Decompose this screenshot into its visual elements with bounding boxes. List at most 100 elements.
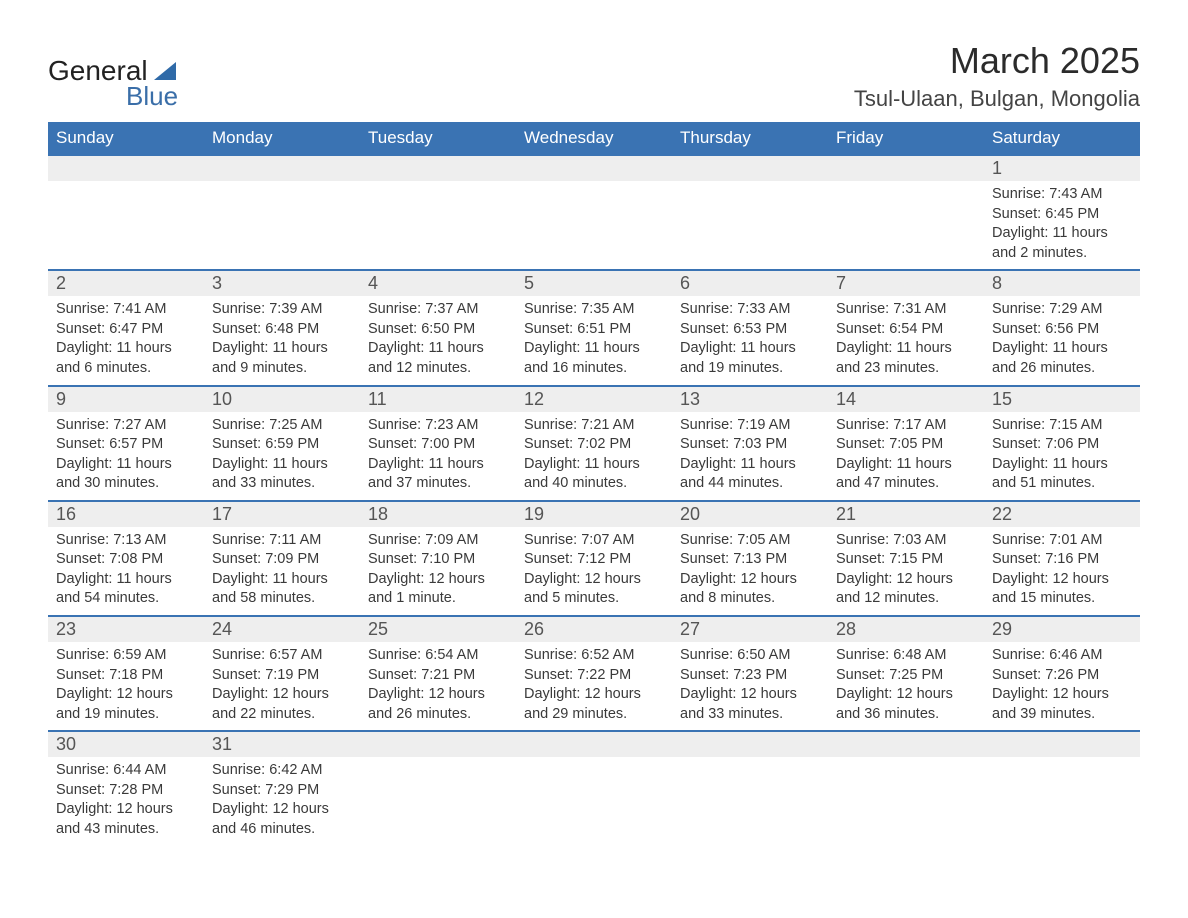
day-data: Sunrise: 7:15 AMSunset: 7:06 PMDaylight:… — [984, 412, 1140, 500]
day-number: 18 — [360, 502, 516, 527]
day-number: 12 — [516, 387, 672, 412]
calendar-day-number-cell — [48, 155, 204, 181]
day-number: 10 — [204, 387, 360, 412]
calendar-day-number-cell: 30 — [48, 731, 204, 757]
day-sunrise: Sunrise: 7:23 AM — [368, 416, 508, 436]
day-number: 19 — [516, 502, 672, 527]
day-data: Sunrise: 7:25 AMSunset: 6:59 PMDaylight:… — [204, 412, 360, 500]
day-daylight: Daylight: 11 hours and 6 minutes. — [56, 339, 196, 378]
calendar-day-data-cell: Sunrise: 7:09 AMSunset: 7:10 PMDaylight:… — [360, 527, 516, 616]
calendar-day-number-cell: 31 — [204, 731, 360, 757]
calendar-day-number-cell — [516, 731, 672, 757]
day-sunset: Sunset: 7:23 PM — [680, 666, 820, 686]
calendar-day-number-cell: 29 — [984, 616, 1140, 642]
day-daylight: Daylight: 11 hours and 16 minutes. — [524, 339, 664, 378]
day-data: Sunrise: 6:50 AMSunset: 7:23 PMDaylight:… — [672, 642, 828, 730]
calendar-day-data-cell: Sunrise: 6:46 AMSunset: 7:26 PMDaylight:… — [984, 642, 1140, 731]
day-sunset: Sunset: 7:12 PM — [524, 550, 664, 570]
day-data: Sunrise: 7:33 AMSunset: 6:53 PMDaylight:… — [672, 296, 828, 384]
day-daylight: Daylight: 11 hours and 54 minutes. — [56, 570, 196, 609]
calendar-day-number-cell — [516, 155, 672, 181]
calendar-day-data-cell — [360, 757, 516, 845]
day-data: Sunrise: 6:59 AMSunset: 7:18 PMDaylight:… — [48, 642, 204, 730]
calendar-day-data-cell — [828, 757, 984, 845]
calendar-day-data-cell: Sunrise: 7:39 AMSunset: 6:48 PMDaylight:… — [204, 296, 360, 385]
day-daylight: Daylight: 11 hours and 51 minutes. — [992, 455, 1132, 494]
day-daylight: Daylight: 12 hours and 43 minutes. — [56, 800, 196, 839]
calendar-day-data-cell: Sunrise: 7:05 AMSunset: 7:13 PMDaylight:… — [672, 527, 828, 616]
day-number: 31 — [204, 732, 360, 757]
calendar-day-number-cell: 12 — [516, 386, 672, 412]
day-daylight: Daylight: 12 hours and 12 minutes. — [836, 570, 976, 609]
day-sunset: Sunset: 6:45 PM — [992, 205, 1132, 225]
day-data: Sunrise: 6:57 AMSunset: 7:19 PMDaylight:… — [204, 642, 360, 730]
day-daylight: Daylight: 12 hours and 15 minutes. — [992, 570, 1132, 609]
calendar-day-number-cell — [984, 731, 1140, 757]
logo-word-2: Blue — [126, 81, 178, 112]
day-number: 2 — [48, 271, 204, 296]
day-sunset: Sunset: 6:56 PM — [992, 320, 1132, 340]
calendar-day-number-cell: 8 — [984, 270, 1140, 296]
day-sunset: Sunset: 7:19 PM — [212, 666, 352, 686]
day-data: Sunrise: 6:54 AMSunset: 7:21 PMDaylight:… — [360, 642, 516, 730]
calendar-day-number-cell: 5 — [516, 270, 672, 296]
day-sunrise: Sunrise: 7:15 AM — [992, 416, 1132, 436]
calendar-day-data-cell — [672, 757, 828, 845]
day-data: Sunrise: 7:35 AMSunset: 6:51 PMDaylight:… — [516, 296, 672, 384]
day-sunrise: Sunrise: 7:39 AM — [212, 300, 352, 320]
day-sunrise: Sunrise: 6:54 AM — [368, 646, 508, 666]
calendar-day-number-cell: 9 — [48, 386, 204, 412]
calendar-day-data-cell: Sunrise: 6:44 AMSunset: 7:28 PMDaylight:… — [48, 757, 204, 845]
page-subtitle: Tsul-Ulaan, Bulgan, Mongolia — [854, 86, 1140, 112]
calendar-day-data-cell — [516, 757, 672, 845]
calendar-day-data-cell: Sunrise: 7:35 AMSunset: 6:51 PMDaylight:… — [516, 296, 672, 385]
calendar-day-number-cell: 22 — [984, 501, 1140, 527]
day-sunrise: Sunrise: 6:42 AM — [212, 761, 352, 781]
calendar-day-data-cell: Sunrise: 7:03 AMSunset: 7:15 PMDaylight:… — [828, 527, 984, 616]
weekday-header: Sunday — [48, 122, 204, 155]
page-header: General Blue March 2025 Tsul-Ulaan, Bulg… — [48, 40, 1140, 112]
calendar-day-data-cell — [360, 181, 516, 270]
day-number: 20 — [672, 502, 828, 527]
calendar-day-number-cell: 20 — [672, 501, 828, 527]
day-sunrise: Sunrise: 7:05 AM — [680, 531, 820, 551]
day-number: 3 — [204, 271, 360, 296]
day-daylight: Daylight: 12 hours and 8 minutes. — [680, 570, 820, 609]
day-data: Sunrise: 7:19 AMSunset: 7:03 PMDaylight:… — [672, 412, 828, 500]
day-number: 15 — [984, 387, 1140, 412]
calendar-day-number-cell: 28 — [828, 616, 984, 642]
day-data: Sunrise: 6:46 AMSunset: 7:26 PMDaylight:… — [984, 642, 1140, 730]
day-sunrise: Sunrise: 6:48 AM — [836, 646, 976, 666]
calendar-day-number-cell: 15 — [984, 386, 1140, 412]
calendar-day-number-cell — [360, 731, 516, 757]
day-daylight: Daylight: 11 hours and 12 minutes. — [368, 339, 508, 378]
day-sunset: Sunset: 7:16 PM — [992, 550, 1132, 570]
calendar-day-data-cell: Sunrise: 7:31 AMSunset: 6:54 PMDaylight:… — [828, 296, 984, 385]
calendar-day-data-cell: Sunrise: 7:11 AMSunset: 7:09 PMDaylight:… — [204, 527, 360, 616]
weekday-header-row: SundayMondayTuesdayWednesdayThursdayFrid… — [48, 122, 1140, 155]
calendar-day-data-cell — [672, 181, 828, 270]
day-daylight: Daylight: 12 hours and 36 minutes. — [836, 685, 976, 724]
calendar-day-number-cell — [672, 731, 828, 757]
day-sunrise: Sunrise: 6:46 AM — [992, 646, 1132, 666]
calendar-day-number-cell — [672, 155, 828, 181]
day-sunset: Sunset: 7:08 PM — [56, 550, 196, 570]
day-number: 13 — [672, 387, 828, 412]
calendar-day-data-cell: Sunrise: 7:15 AMSunset: 7:06 PMDaylight:… — [984, 412, 1140, 501]
day-sunset: Sunset: 7:02 PM — [524, 435, 664, 455]
day-sunset: Sunset: 7:15 PM — [836, 550, 976, 570]
day-sunrise: Sunrise: 6:59 AM — [56, 646, 196, 666]
day-sunrise: Sunrise: 7:03 AM — [836, 531, 976, 551]
day-number: 30 — [48, 732, 204, 757]
day-sunset: Sunset: 7:13 PM — [680, 550, 820, 570]
calendar-day-number-cell: 4 — [360, 270, 516, 296]
day-daylight: Daylight: 11 hours and 23 minutes. — [836, 339, 976, 378]
calendar-day-data-cell: Sunrise: 7:19 AMSunset: 7:03 PMDaylight:… — [672, 412, 828, 501]
day-number: 21 — [828, 502, 984, 527]
day-data: Sunrise: 7:39 AMSunset: 6:48 PMDaylight:… — [204, 296, 360, 384]
page-title: March 2025 — [854, 40, 1140, 82]
weekday-header: Thursday — [672, 122, 828, 155]
calendar-day-data-cell: Sunrise: 6:57 AMSunset: 7:19 PMDaylight:… — [204, 642, 360, 731]
calendar-day-data-cell: Sunrise: 6:59 AMSunset: 7:18 PMDaylight:… — [48, 642, 204, 731]
day-number: 25 — [360, 617, 516, 642]
